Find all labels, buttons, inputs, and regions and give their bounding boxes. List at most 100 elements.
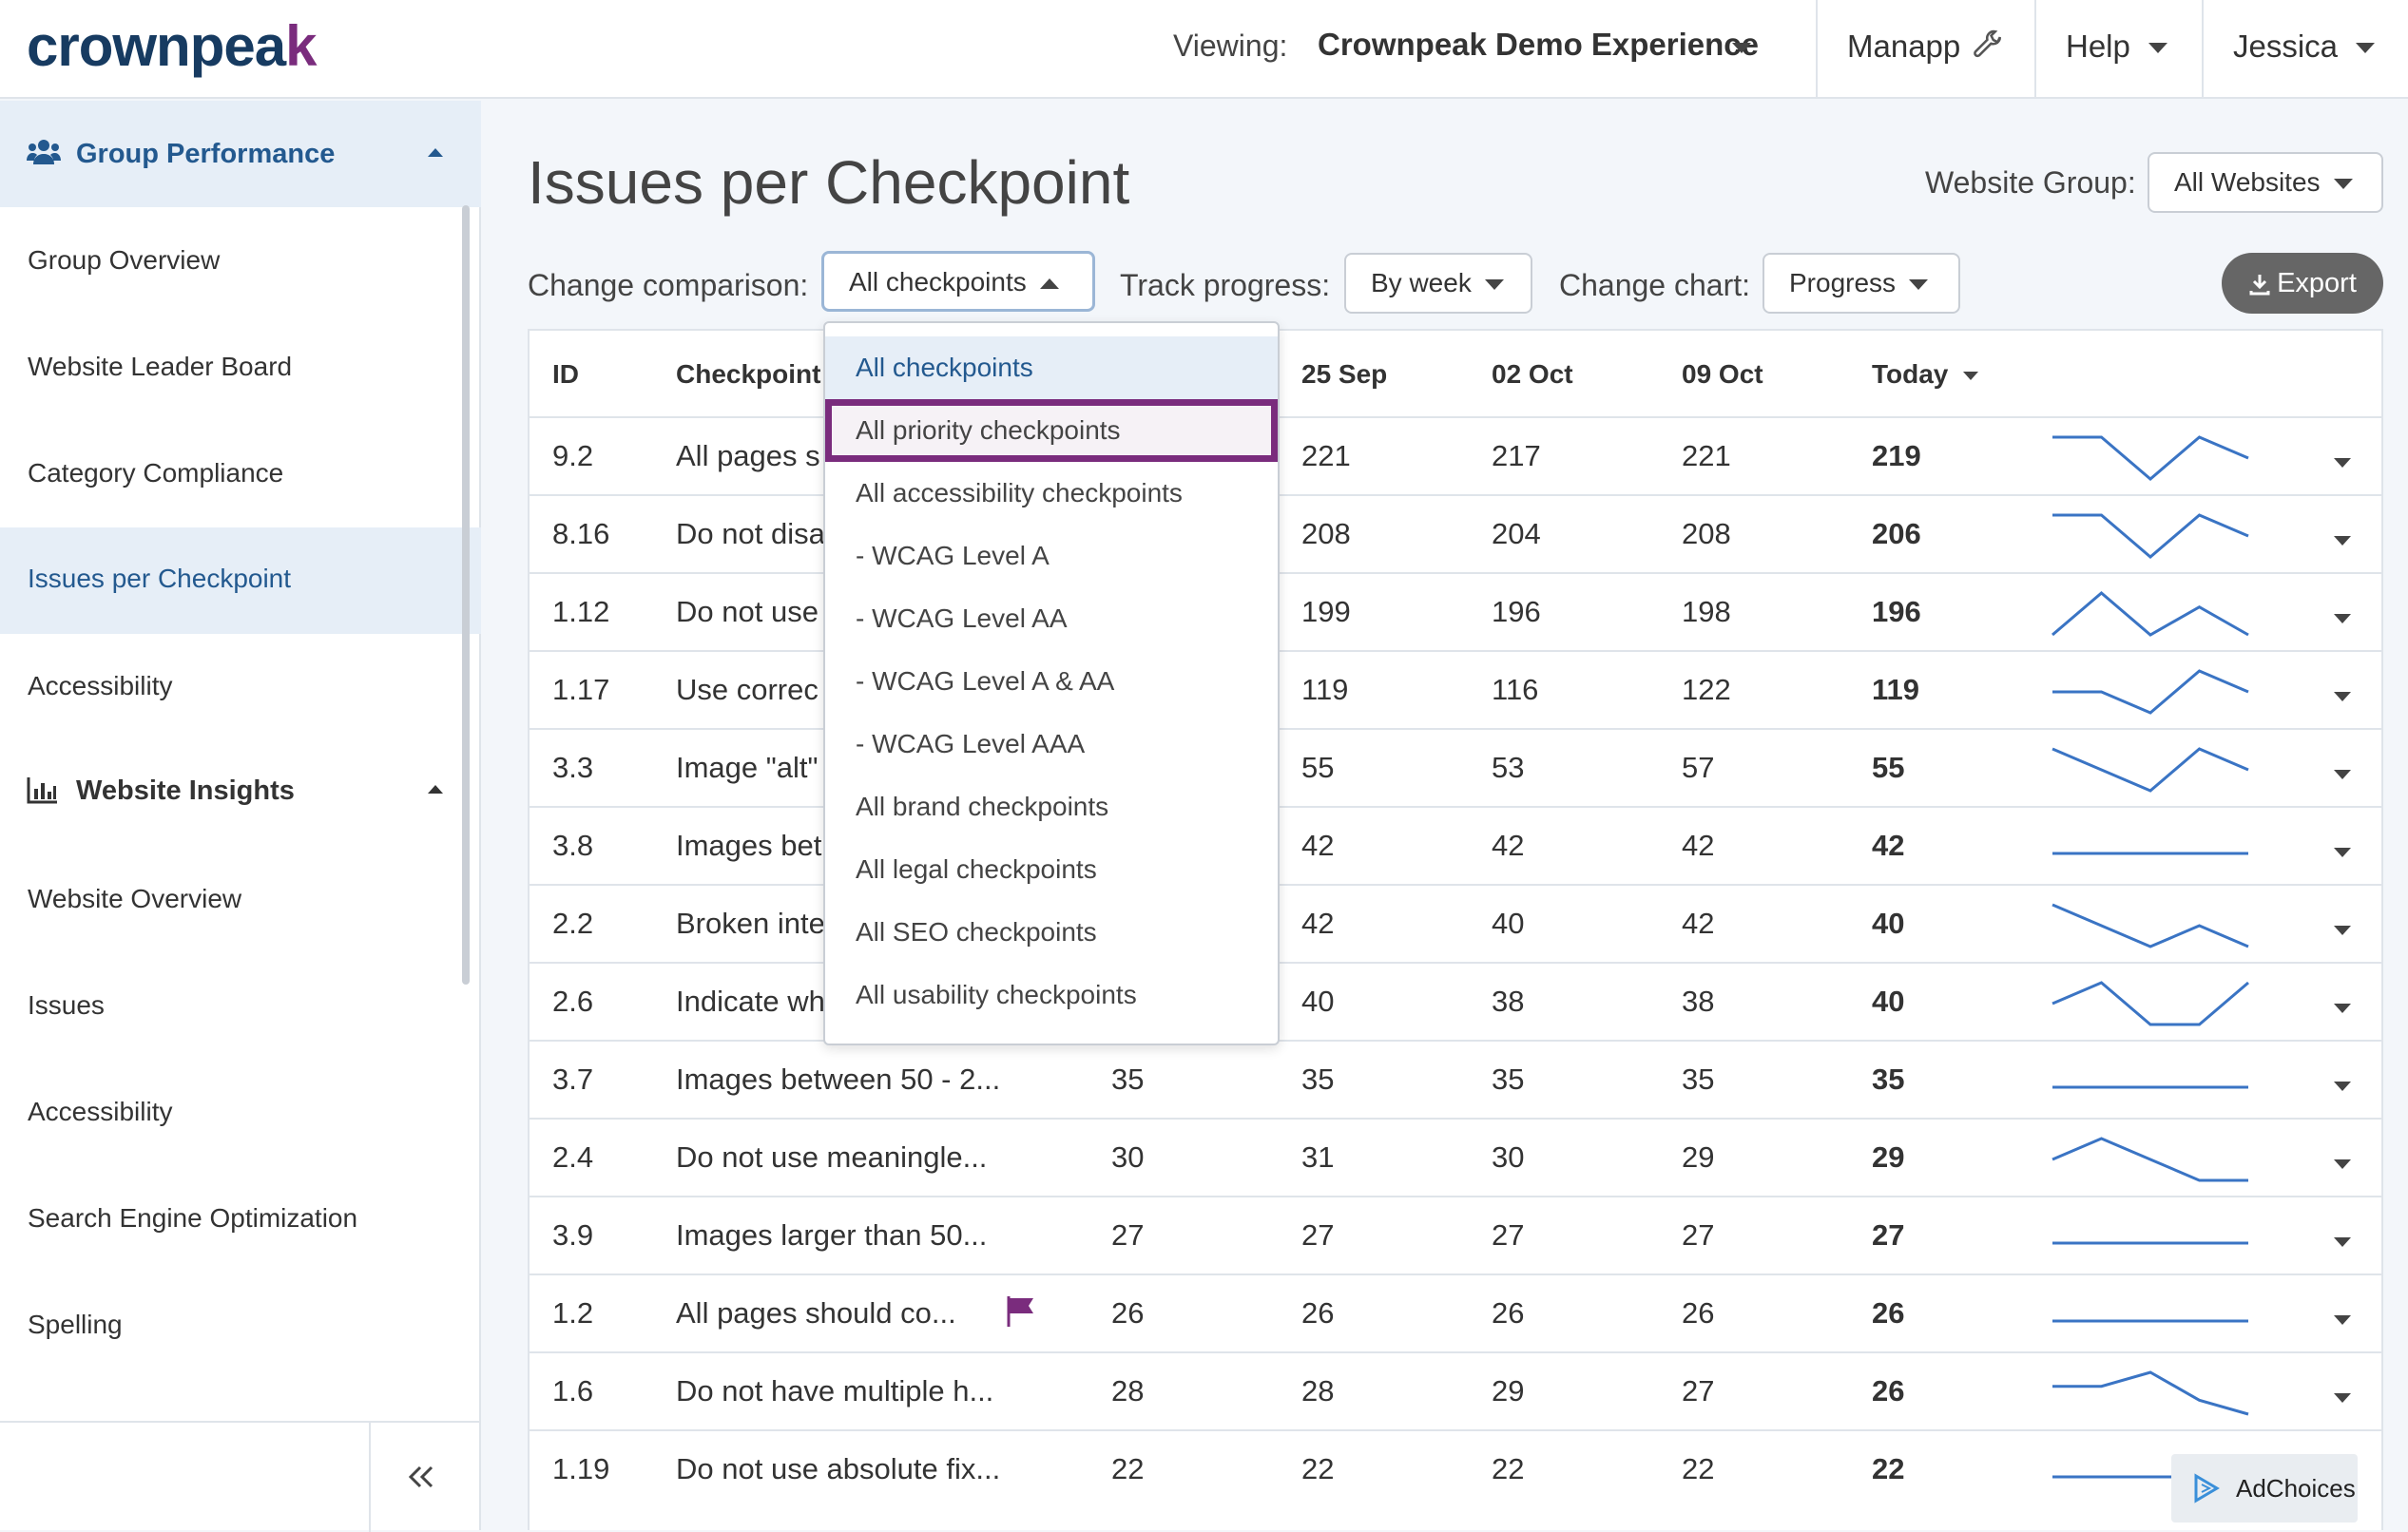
chevron-up-icon[interactable] — [428, 785, 443, 794]
row-expand-chevron-icon[interactable] — [2334, 1156, 2351, 1173]
website-group-select[interactable]: All Websites — [2148, 152, 2383, 213]
chevron-down-icon[interactable] — [2148, 43, 2167, 53]
table-row[interactable]: 2.6 Indicate wh 40 38 38 40 — [530, 962, 2381, 1040]
column-header-checkpoint[interactable]: Checkpoint — [676, 359, 821, 389]
row-expand-chevron-icon[interactable] — [2334, 766, 2351, 783]
sidebar-item-spelling[interactable]: Spelling — [28, 1310, 123, 1339]
dropdown-option[interactable]: All accessibility checkpoints — [856, 478, 1183, 507]
column-header-09oct[interactable]: 09 Oct — [1682, 359, 1763, 389]
cell-02oct: 22 — [1492, 1452, 1525, 1485]
change-chart-select[interactable]: Progress — [1763, 253, 1960, 314]
table-row[interactable]: 1.12 Do not use 199 196 198 196 — [530, 572, 2381, 650]
table-row[interactable]: 1.6 Do not have multiple h... 28 28 29 27 26 — [530, 1351, 2381, 1429]
cell-today: 26 — [1872, 1374, 1905, 1408]
sidebar-item-website-overview[interactable]: Website Overview — [28, 884, 242, 913]
cell-02oct: 217 — [1492, 439, 1541, 472]
user-menu[interactable]: Jessica — [2233, 29, 2339, 64]
table-row[interactable]: 3.8 Images bet 42 42 42 42 — [530, 806, 2381, 884]
column-header-25sep[interactable]: 25 Sep — [1301, 359, 1388, 389]
cell-02oct: 204 — [1492, 517, 1541, 550]
double-chevron-left-icon[interactable] — [407, 1465, 435, 1489]
row-expand-chevron-icon[interactable] — [2334, 1078, 2351, 1095]
help-menu[interactable]: Help — [2066, 29, 2130, 64]
sidebar-item-accessibility-insights[interactable]: Accessibility — [28, 1097, 173, 1126]
manapp-link[interactable]: Manapp — [1847, 29, 1961, 64]
dropdown-option[interactable]: All legal checkpoints — [856, 854, 1097, 884]
dropdown-option[interactable]: - WCAG Level AAA — [856, 729, 1086, 758]
issues-table: ID Checkpoint 25 Sep 02 Oct 09 Oct Today… — [528, 329, 2383, 1530]
table-row[interactable]: 8.16 Do not disa 208 204 208 206 — [530, 494, 2381, 572]
column-header-today[interactable]: Today — [1872, 359, 1979, 390]
dropdown-option[interactable]: - WCAG Level A — [856, 541, 1050, 570]
row-expand-chevron-icon[interactable] — [2334, 1000, 2351, 1017]
row-expand-chevron-icon[interactable] — [2334, 532, 2351, 549]
sidebar-item-group-overview[interactable]: Group Overview — [28, 245, 221, 275]
row-expand-chevron-icon[interactable] — [2334, 1312, 2351, 1329]
trend-sparkline — [2052, 1085, 2248, 1089]
column-header-02oct[interactable]: 02 Oct — [1492, 359, 1573, 389]
export-button[interactable]: Export — [2222, 253, 2383, 314]
trend-sparkline — [2052, 591, 2249, 637]
sidebar-item-website-leader-board[interactable]: Website Leader Board — [28, 352, 293, 381]
sidebar-item-issues-per-checkpoint[interactable]: Issues per Checkpoint — [0, 527, 481, 634]
row-expand-chevron-icon[interactable] — [2334, 844, 2351, 861]
dropdown-option[interactable]: All SEO checkpoints — [856, 917, 1097, 947]
cell-25sep: 221 — [1301, 439, 1351, 472]
trend-sparkline — [2052, 669, 2249, 715]
dropdown-option[interactable]: - WCAG Level A & AA — [856, 666, 1115, 696]
dropdown-option[interactable]: - WCAG Level AA — [856, 603, 1068, 633]
table-row[interactable]: 9.2 All pages s 221 217 221 219 — [530, 416, 2381, 494]
website-insights-section[interactable]: Website Insights — [0, 737, 481, 844]
table-row[interactable]: 1.17 Use correc 119 116 122 119 — [530, 650, 2381, 728]
trend-sparkline — [2052, 1319, 2248, 1323]
sidebar-item-seo[interactable]: Search Engine Optimization — [28, 1203, 358, 1233]
adchoices-badge[interactable]: AdChoices — [2171, 1454, 2358, 1522]
cell-id: 3.9 — [552, 1218, 594, 1252]
cell-25sep: 55 — [1301, 751, 1335, 784]
group-performance-section[interactable]: Group Performance — [0, 101, 481, 207]
sidebar-scrollbar[interactable] — [462, 205, 470, 985]
flag-icon[interactable] — [1005, 1294, 1037, 1329]
change-comparison-select[interactable]: All checkpoints — [821, 251, 1095, 312]
dropdown-option[interactable]: All checkpoints — [825, 336, 1278, 399]
chevron-up-icon[interactable] — [428, 148, 443, 157]
crownpeak-logo[interactable]: crownpeak — [27, 14, 317, 78]
cell-today: 26 — [1872, 1296, 1905, 1330]
cell-checkpoint: Use correc — [676, 673, 819, 706]
cell-id: 3.7 — [552, 1063, 594, 1096]
trend-sparkline — [2052, 435, 2249, 481]
viewing-selector[interactable]: Crownpeak Demo Experience — [1318, 27, 1759, 62]
chevron-down-icon[interactable] — [2356, 43, 2375, 53]
table-row[interactable]: 3.7 Images between 50 - 2... 35 35 35 35 35 — [530, 1040, 2381, 1118]
dropdown-option[interactable]: All priority checkpoints — [825, 399, 1278, 462]
cell-id: 3.8 — [552, 829, 594, 862]
cell-prev: 30 — [1111, 1140, 1145, 1174]
table-row[interactable]: 3.9 Images larger than 50... 27 27 27 27 27 — [530, 1196, 2381, 1273]
wrench-icon — [1974, 29, 2002, 58]
table-row[interactable]: 3.3 Image "alt" 55 53 57 55 — [530, 728, 2381, 806]
row-expand-chevron-icon[interactable] — [2334, 610, 2351, 627]
table-row[interactable]: 2.4 Do not use meaningle... 30 31 30 29 29 — [530, 1118, 2381, 1196]
track-progress-select[interactable]: By week — [1344, 253, 1532, 314]
sidebar-item-category-compliance[interactable]: Category Compliance — [28, 458, 284, 488]
cell-checkpoint: Do not use — [676, 595, 819, 628]
table-row[interactable]: 1.19 Do not use absolute fix... 22 22 22 22 22 — [530, 1429, 2381, 1507]
sidebar-item-accessibility[interactable]: Accessibility — [28, 671, 173, 700]
table-row[interactable]: 2.2 Broken inte 42 40 42 40 — [530, 884, 2381, 962]
dropdown-option[interactable]: All usability checkpoints — [856, 980, 1137, 1009]
chevron-down-icon[interactable] — [1732, 43, 1751, 53]
sidebar-item-issues[interactable]: Issues — [28, 990, 105, 1020]
sidebar-footer — [0, 1421, 481, 1532]
column-header-id[interactable]: ID — [552, 359, 579, 389]
table-row[interactable]: 1.2 All pages should co... 26 26 26 26 26 — [530, 1273, 2381, 1351]
sparkline-path — [2052, 981, 2249, 1026]
row-expand-chevron-icon[interactable] — [2334, 688, 2351, 705]
cell-id: 2.2 — [552, 907, 594, 940]
row-expand-chevron-icon[interactable] — [2334, 1389, 2351, 1407]
trend-sparkline — [2052, 747, 2249, 793]
row-expand-chevron-icon[interactable] — [2334, 454, 2351, 471]
row-expand-chevron-icon[interactable] — [2334, 922, 2351, 939]
dropdown-option[interactable]: All brand checkpoints — [856, 792, 1109, 821]
row-expand-chevron-icon[interactable] — [2334, 1234, 2351, 1251]
cell-09oct: 42 — [1682, 829, 1715, 862]
